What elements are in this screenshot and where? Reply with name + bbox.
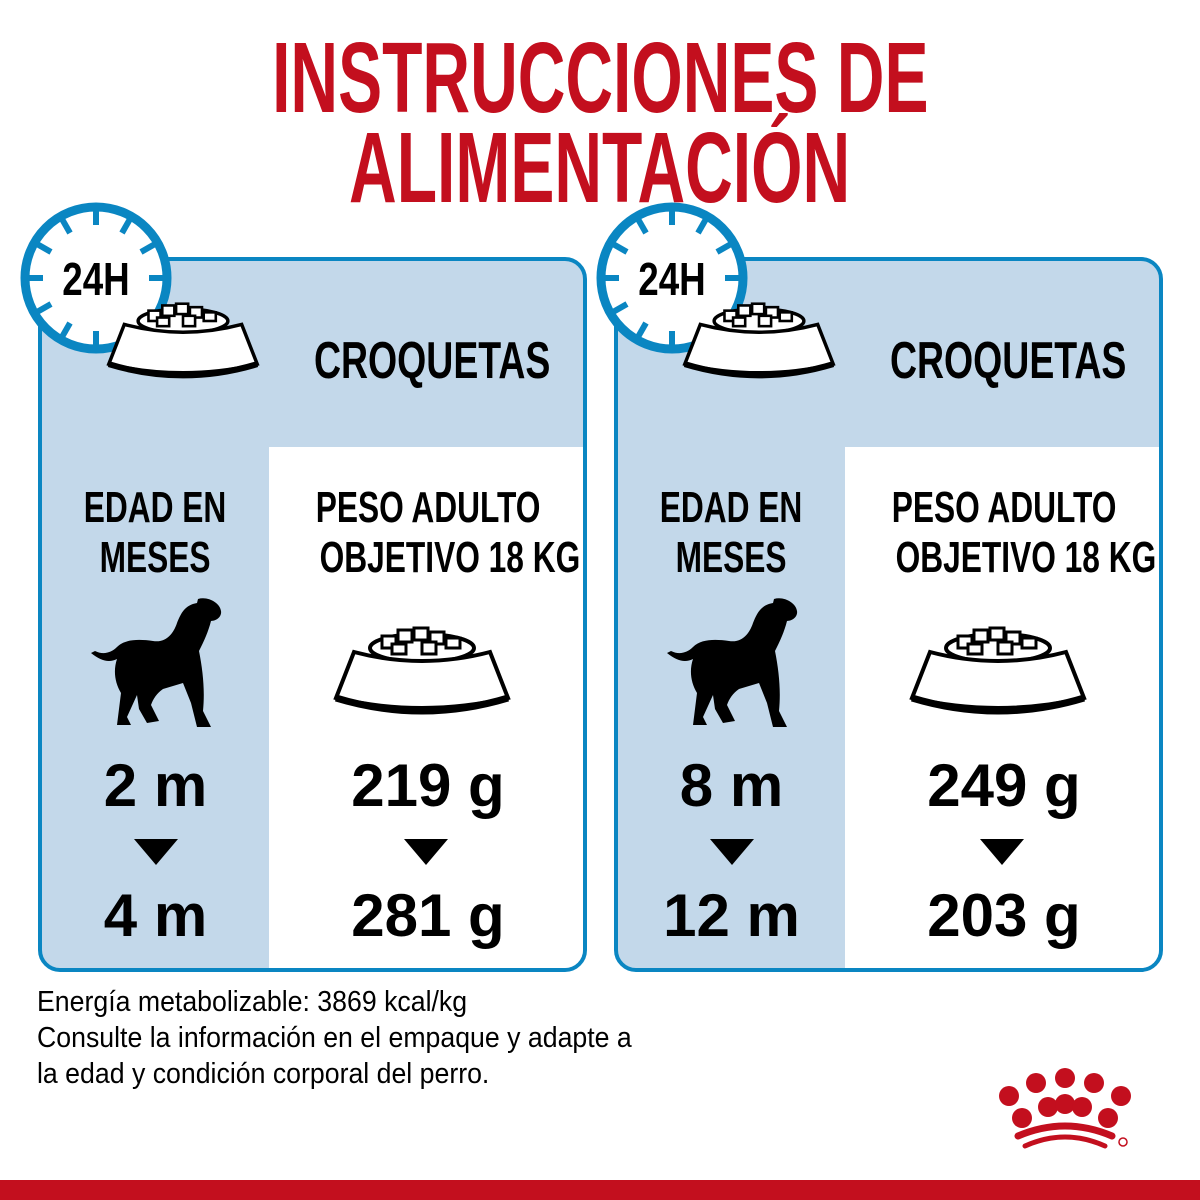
age-from: 2 m [103,752,208,819]
clock-24h-icon: 24H [596,202,748,354]
age-label: EDAD EN MESES [660,483,803,582]
panel-header: CROQUETAS [889,332,1127,390]
age-to: 4 m [103,882,208,949]
clock-24h-icon: 24H [20,202,172,354]
feeding-panel-2: CROQUETAS EDAD EN MESES PESO ADULTO OBJETI… [614,257,1163,972]
page-title: INSTRUCCIONES DE [0,28,1200,128]
clock-label: 24H [62,253,129,305]
amount-from: 249 g [927,752,1081,819]
title-line-2: ALIMENTACIÓN [349,112,851,224]
weight-label: PESO ADULTO OBJETIVO 18 KG [315,483,581,582]
amount-to: 203 g [927,882,1081,949]
food-bowl-icon [333,626,511,715]
puppy-icon [667,598,798,727]
feeding-notes: Energía metabolizable: 3869 kcal/kg Cons… [37,984,857,1092]
arrow-down-icon [710,839,754,865]
title-line-1: INSTRUCCIONES DE [271,22,929,134]
clock-label: 24H [638,253,705,305]
royal-canin-crown-logo [999,1068,1131,1149]
panel-header: CROQUETAS [313,332,551,390]
feeding-panel-1: CROQUETAS EDAD EN MESES PESO ADULTO OBJETI… [38,257,587,972]
arrow-down-icon [980,839,1024,865]
arrow-down-icon [404,839,448,865]
food-bowl-icon [909,626,1087,715]
age-label: EDAD EN MESES [84,483,227,582]
amount-to: 281 g [351,882,505,949]
food-bowl-icon [682,302,836,379]
arrow-down-icon [134,839,178,865]
note-line: Consulte la información en el empaque y … [37,1022,632,1054]
amount-from: 219 g [351,752,505,819]
age-from: 8 m [679,752,784,819]
page-title-2: ALIMENTACIÓN [0,118,1200,218]
age-to: 12 m [663,882,800,949]
brand-footer-bar [0,1180,1200,1200]
note-line: Energía metabolizable: 3869 kcal/kg [37,986,468,1018]
puppy-icon [91,598,222,727]
food-bowl-icon [106,302,260,379]
weight-label: PESO ADULTO OBJETIVO 18 KG [891,483,1157,582]
note-line: la edad y condición corporal del perro. [37,1058,490,1090]
